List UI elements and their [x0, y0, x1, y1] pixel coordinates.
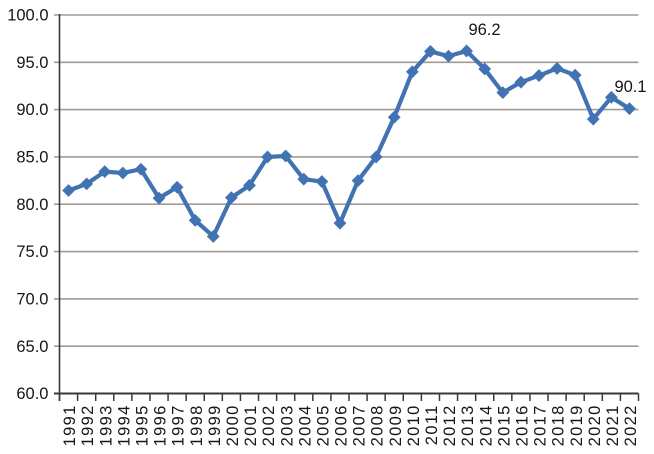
svg-text:2005: 2005	[314, 404, 332, 446]
svg-text:85.0: 85.0	[16, 149, 48, 167]
svg-text:96.2: 96.2	[468, 21, 500, 39]
svg-text:2015: 2015	[495, 404, 513, 446]
svg-text:2022: 2022	[622, 404, 640, 446]
svg-text:1997: 1997	[170, 404, 188, 446]
svg-text:1995: 1995	[134, 404, 152, 446]
svg-text:2004: 2004	[296, 404, 314, 446]
svg-text:2002: 2002	[260, 404, 278, 446]
svg-text:2019: 2019	[568, 404, 586, 446]
svg-text:1994: 1994	[115, 404, 133, 446]
svg-text:2006: 2006	[333, 404, 351, 446]
svg-text:90.0: 90.0	[16, 101, 48, 119]
svg-text:2010: 2010	[405, 404, 423, 446]
svg-text:2011: 2011	[423, 404, 441, 445]
svg-text:2020: 2020	[586, 404, 604, 446]
svg-text:80.0: 80.0	[16, 196, 48, 214]
svg-text:75.0: 75.0	[16, 243, 48, 261]
svg-text:2009: 2009	[387, 404, 405, 446]
svg-text:2013: 2013	[459, 404, 477, 446]
svg-text:1998: 1998	[188, 404, 206, 446]
svg-text:1991: 1991	[61, 404, 79, 446]
svg-text:2001: 2001	[242, 404, 260, 446]
svg-text:1993: 1993	[97, 404, 115, 446]
svg-text:90.1: 90.1	[614, 78, 646, 96]
svg-text:95.0: 95.0	[16, 54, 48, 72]
svg-text:2012: 2012	[441, 404, 459, 446]
svg-text:1992: 1992	[79, 404, 97, 446]
svg-text:100.0: 100.0	[7, 7, 48, 25]
svg-text:2018: 2018	[550, 404, 568, 446]
svg-text:2007: 2007	[351, 404, 369, 446]
svg-text:2021: 2021	[604, 404, 622, 446]
svg-text:60.0: 60.0	[16, 385, 48, 403]
svg-text:1996: 1996	[152, 404, 170, 446]
svg-text:65.0: 65.0	[16, 338, 48, 356]
svg-text:2016: 2016	[513, 404, 531, 446]
svg-text:2000: 2000	[224, 404, 242, 446]
svg-text:2008: 2008	[369, 404, 387, 446]
svg-text:2017: 2017	[532, 404, 550, 446]
svg-text:2014: 2014	[477, 404, 495, 446]
svg-text:2003: 2003	[278, 404, 296, 446]
svg-text:1999: 1999	[206, 404, 224, 446]
svg-text:70.0: 70.0	[16, 291, 48, 309]
